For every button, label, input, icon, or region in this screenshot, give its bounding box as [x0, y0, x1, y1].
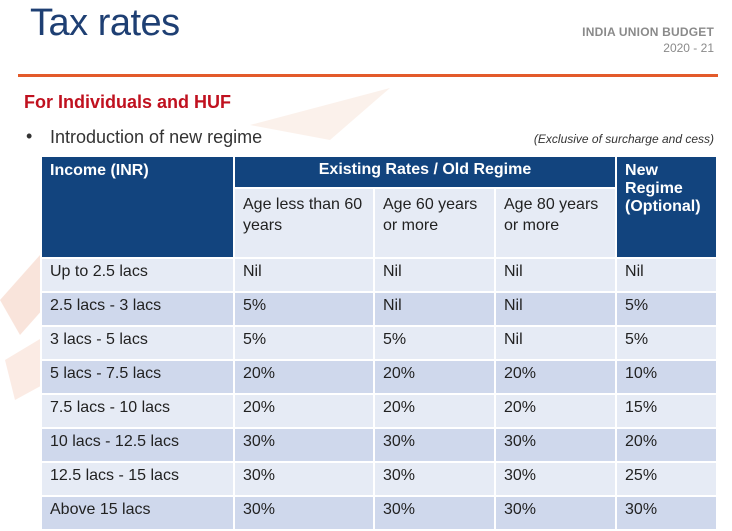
rate-80-plus-cell: 30% — [493, 461, 618, 497]
income-cell: Up to 2.5 lacs — [40, 257, 235, 293]
exclusion-note: (Exclusive of surcharge and cess) — [533, 132, 714, 146]
rate-60-plus-cell: Nil — [373, 257, 496, 293]
new-regime-rate-cell: 30% — [615, 495, 719, 531]
table-row: 12.5 lacs - 15 lacs 30% 30% 30% 25% — [40, 461, 719, 497]
table-row: 2.5 lacs - 3 lacs 5% Nil Nil 5% — [40, 291, 719, 327]
rate-80-plus-cell: 20% — [493, 393, 618, 429]
rate-80-plus-cell: 20% — [493, 359, 618, 395]
age-60-plus-header: Age 60 years or more — [373, 187, 496, 259]
bullet-text: Introduction of new regime — [50, 127, 263, 147]
brand-label: INDIA UNION BUDGET 2020 - 21 — [582, 24, 714, 56]
income-cell: 3 lacs - 5 lacs — [40, 325, 235, 361]
page-title: Tax rates — [30, 2, 180, 44]
rate-60-plus-cell: Nil — [373, 291, 496, 327]
rate-60-plus-cell: 30% — [373, 427, 496, 463]
rate-80-plus-cell: Nil — [493, 257, 618, 293]
rate-80-plus-cell: 30% — [493, 427, 618, 463]
income-cell: 12.5 lacs - 15 lacs — [40, 461, 235, 497]
income-header: Income (INR) — [40, 155, 235, 259]
age-below-60-header: Age less than 60 years — [233, 187, 375, 259]
new-regime-rate-cell: 5% — [615, 291, 719, 327]
table-row: 5 lacs - 7.5 lacs 20% 20% 20% 10% — [40, 359, 719, 395]
new-regime-rate-cell: Nil — [615, 257, 719, 293]
rate-60-plus-cell: 20% — [373, 393, 496, 429]
bullet-row: • Introduction of new regime (Exclusive … — [24, 126, 714, 150]
new-regime-rate-cell: 15% — [615, 393, 719, 429]
rate-80-plus-cell: 30% — [493, 495, 618, 531]
rate-below-60-cell: 30% — [233, 461, 375, 497]
rate-80-plus-cell: Nil — [493, 291, 618, 327]
rate-60-plus-cell: 5% — [373, 325, 496, 361]
table-row: 7.5 lacs - 10 lacs 20% 20% 20% 15% — [40, 393, 719, 429]
income-cell: 10 lacs - 12.5 lacs — [40, 427, 235, 463]
old-regime-header: Existing Rates / Old Regime — [232, 155, 618, 189]
rate-below-60-cell: 20% — [233, 393, 375, 429]
table-row: 10 lacs - 12.5 lacs 30% 30% 30% 20% — [40, 427, 719, 463]
tax-rates-table: Income (INR) Existing Rates / Old Regime… — [40, 155, 719, 531]
new-regime-rate-cell: 20% — [615, 427, 719, 463]
title-divider — [18, 74, 718, 77]
rate-below-60-cell: Nil — [233, 257, 375, 293]
table-row: Up to 2.5 lacs Nil Nil Nil Nil — [40, 257, 719, 293]
rate-below-60-cell: 20% — [233, 359, 375, 395]
rate-below-60-cell: 30% — [233, 495, 375, 531]
rate-80-plus-cell: Nil — [493, 325, 618, 361]
section-subtitle: For Individuals and HUF — [24, 92, 232, 112]
rate-60-plus-cell: 30% — [373, 461, 496, 497]
brand-line-2: 2020 - 21 — [663, 41, 714, 55]
new-regime-header: New Regime (Optional) — [615, 155, 719, 259]
rate-60-plus-cell: 30% — [373, 495, 496, 531]
new-regime-rate-cell: 10% — [615, 359, 719, 395]
income-cell: 5 lacs - 7.5 lacs — [40, 359, 235, 395]
rate-below-60-cell: 5% — [233, 325, 375, 361]
age-80-plus-header: Age 80 years or more — [493, 187, 618, 259]
new-regime-rate-cell: 5% — [615, 325, 719, 361]
new-regime-rate-cell: 25% — [615, 461, 719, 497]
table-row: Above 15 lacs 30% 30% 30% 30% — [40, 495, 719, 531]
income-cell: 2.5 lacs - 3 lacs — [40, 291, 235, 327]
rate-below-60-cell: 30% — [233, 427, 375, 463]
rate-below-60-cell: 5% — [233, 291, 375, 327]
income-cell: 7.5 lacs - 10 lacs — [40, 393, 235, 429]
table-body: Up to 2.5 lacs Nil Nil Nil Nil 2.5 lacs - 3 l… — [40, 257, 719, 531]
brand-line-1: INDIA UNION BUDGET — [582, 25, 714, 39]
bullet-dot-icon: • — [26, 126, 33, 146]
rate-60-plus-cell: 20% — [373, 359, 496, 395]
income-cell: Above 15 lacs — [40, 495, 235, 531]
table-row: 3 lacs - 5 lacs 5% 5% Nil 5% — [40, 325, 719, 361]
